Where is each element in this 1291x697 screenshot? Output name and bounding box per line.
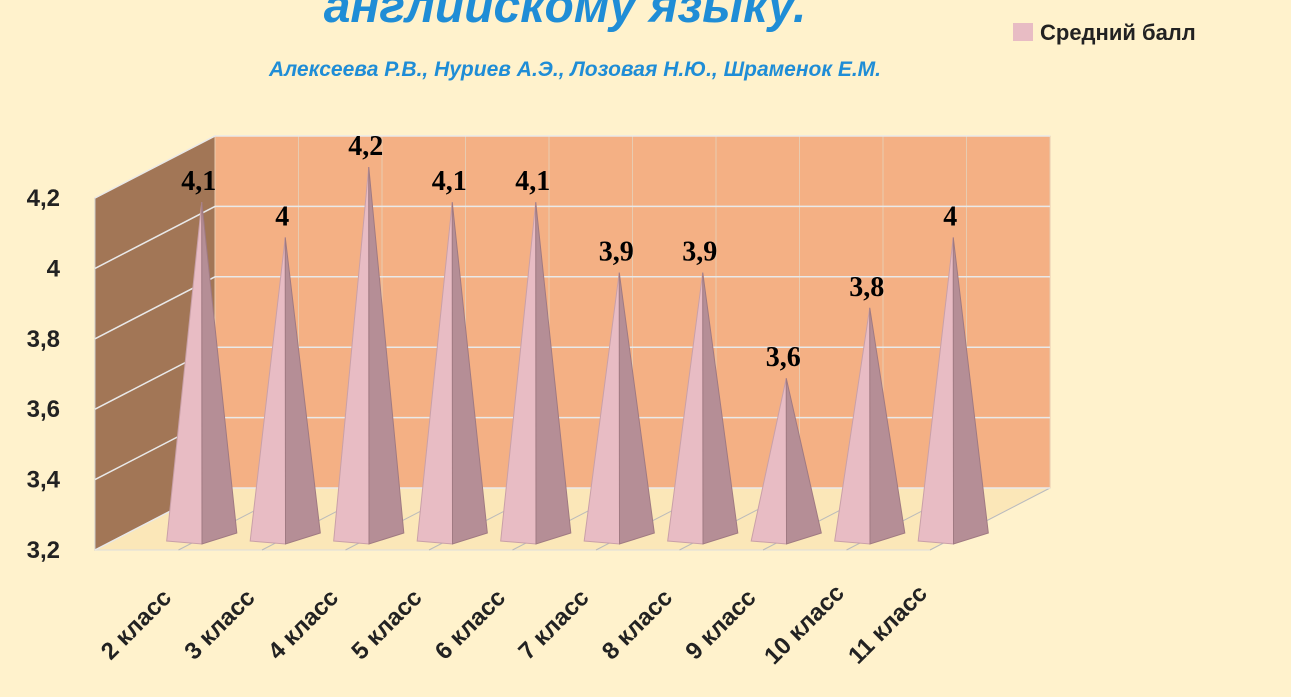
value-label: 3,8 — [849, 272, 884, 303]
pyramid-side — [869, 307, 906, 545]
chart-subtitle: Алексеева Р.В., Нуриев А.Э., Лозовая Н.Ю… — [268, 58, 881, 81]
pyramid — [500, 202, 572, 545]
y-tick-label: 4 — [47, 255, 61, 282]
pyramid-side — [618, 272, 655, 545]
grid-line — [94, 135, 1050, 199]
value-label: 3,9 — [682, 237, 717, 268]
pyramid-side — [952, 237, 989, 545]
pyramid — [166, 202, 238, 545]
pyramid-side — [451, 202, 488, 545]
value-label: 4,1 — [181, 166, 216, 197]
y-tick-label: 3,4 — [27, 467, 61, 494]
pyramid-side — [702, 272, 739, 545]
y-tick-label: 3,8 — [27, 326, 60, 353]
pyramid — [416, 202, 488, 545]
legend-label: Средний балл — [1040, 20, 1196, 45]
pyramid — [249, 237, 321, 545]
grid-line — [94, 276, 1050, 340]
pyramid-side — [785, 378, 822, 545]
value-label: 4,1 — [515, 166, 550, 197]
pyramid — [750, 378, 822, 545]
y-tick-label: 3,6 — [27, 396, 60, 423]
value-label: 4 — [275, 201, 289, 232]
value-label: 3,6 — [766, 342, 801, 373]
pyramid-side — [201, 202, 238, 545]
pyramid — [917, 237, 989, 545]
grid-line — [94, 205, 1050, 270]
pyramid — [667, 272, 739, 545]
y-tick-label: 3,2 — [27, 537, 60, 564]
y-tick-label: 4,2 — [27, 185, 60, 212]
value-label: 4,1 — [432, 166, 467, 197]
chart-title: английскому языку. — [324, 0, 807, 33]
value-label: 3,9 — [599, 237, 634, 268]
pyramid-side — [368, 166, 405, 545]
value-label: 4 — [943, 201, 957, 232]
pyramid — [333, 166, 405, 545]
value-label: 4,2 — [348, 131, 383, 162]
pyramid-side — [535, 202, 572, 545]
legend-swatch — [1013, 23, 1033, 41]
pyramid — [583, 272, 655, 545]
pyramid-side — [284, 237, 321, 545]
pyramid — [834, 307, 906, 545]
